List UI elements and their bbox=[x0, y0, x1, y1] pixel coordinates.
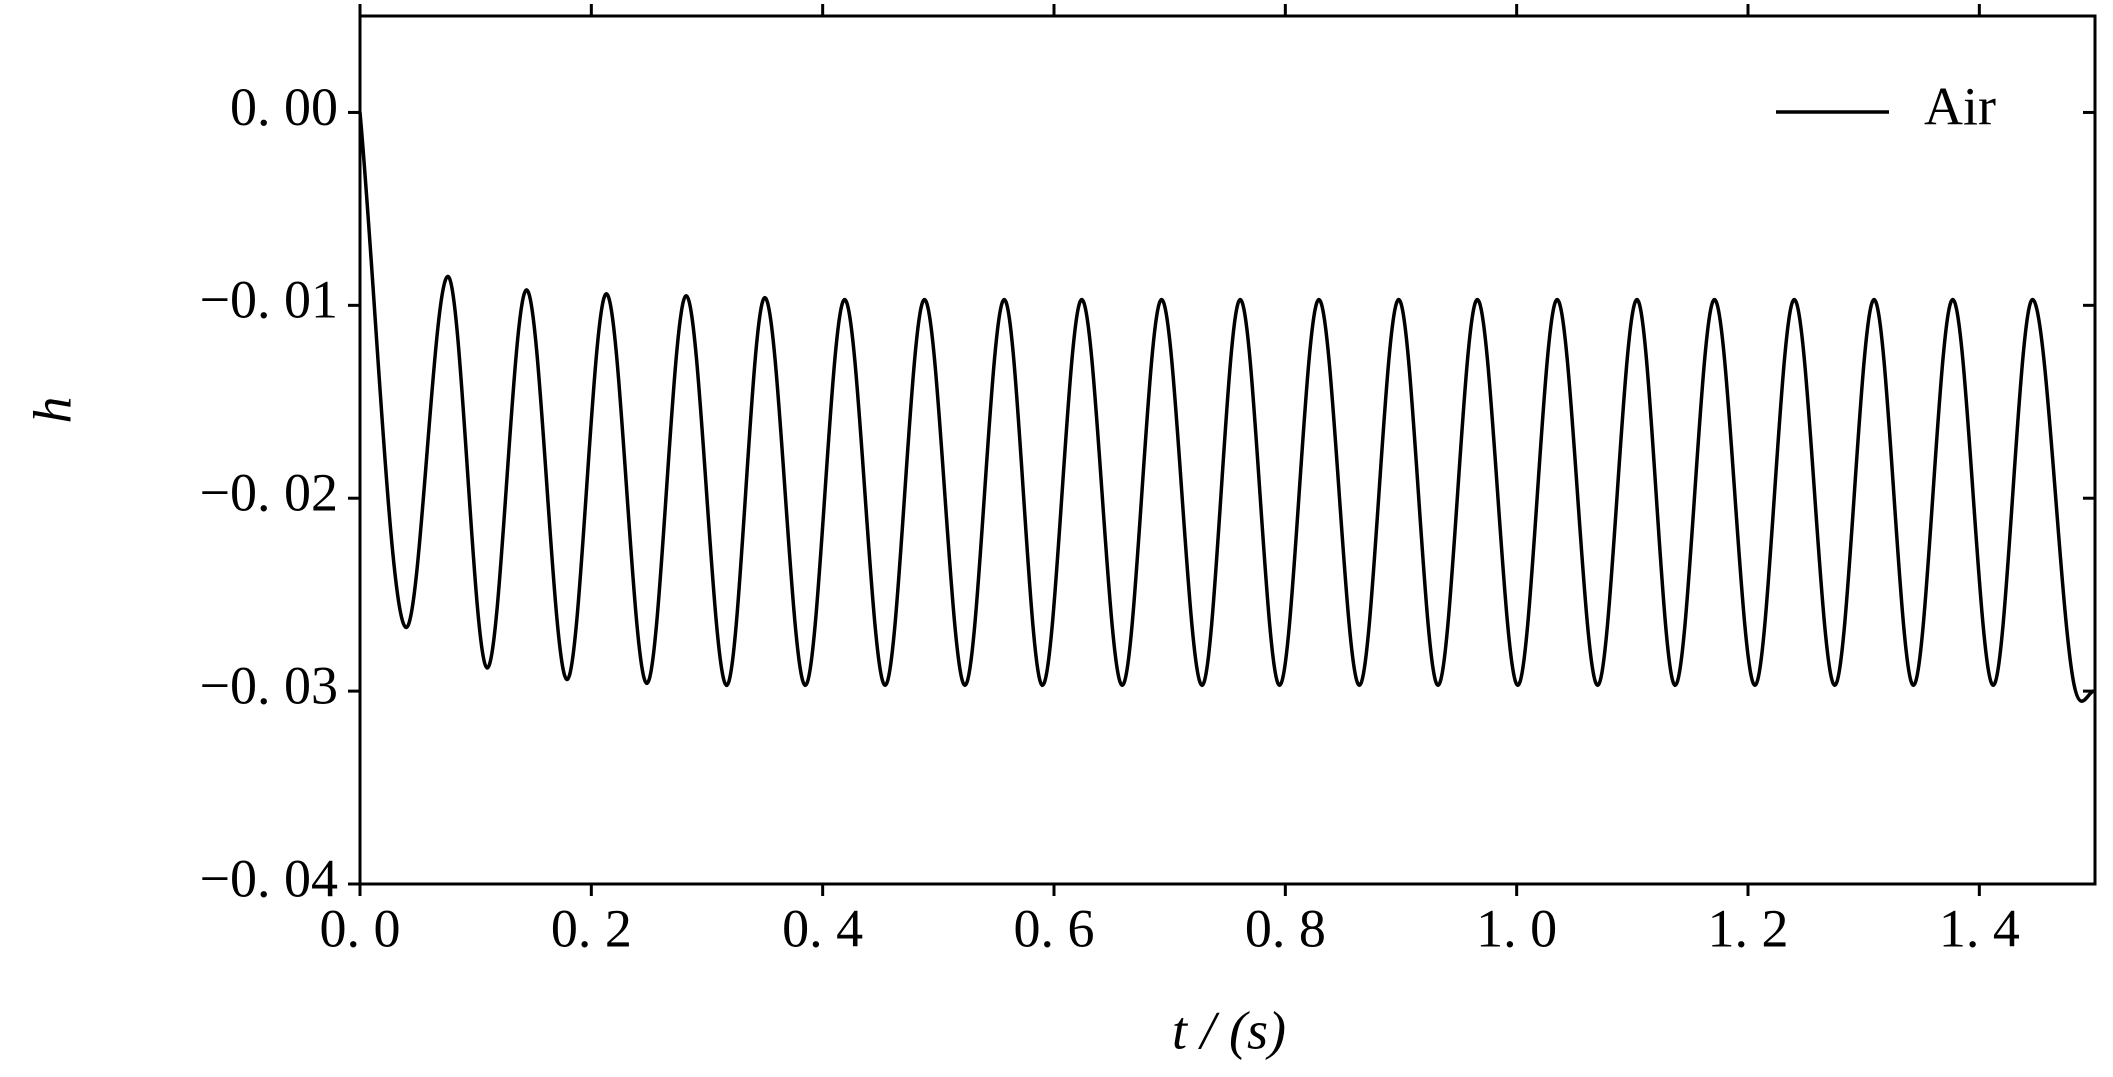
y-axis-label: h bbox=[22, 397, 82, 424]
legend-label: Air bbox=[1924, 76, 1996, 136]
plot-frame bbox=[358, 14, 2097, 886]
y-tick-label: −0. 03 bbox=[200, 656, 338, 716]
x-tick-label: 0. 4 bbox=[782, 898, 863, 958]
y-tick-label: −0. 01 bbox=[200, 270, 338, 330]
data-line bbox=[358, 112, 2096, 703]
y-tick-label: 0. 00 bbox=[230, 77, 338, 137]
x-tick-label: 0. 8 bbox=[1245, 898, 1326, 958]
x-tick-label: 1. 0 bbox=[1476, 898, 1557, 958]
y-tick-label: −0. 04 bbox=[200, 848, 338, 908]
x-tick-label: 0. 2 bbox=[551, 898, 632, 958]
x-tick-label: 0. 6 bbox=[1014, 898, 1095, 958]
x-tick-label: 0. 0 bbox=[320, 898, 401, 958]
x-tick-label: 1. 2 bbox=[1708, 898, 1789, 958]
x-axis-label: t / (s) bbox=[1172, 1000, 1286, 1060]
x-tick-label: 1. 4 bbox=[1939, 898, 2020, 958]
y-tick-label: −0. 02 bbox=[200, 463, 338, 523]
